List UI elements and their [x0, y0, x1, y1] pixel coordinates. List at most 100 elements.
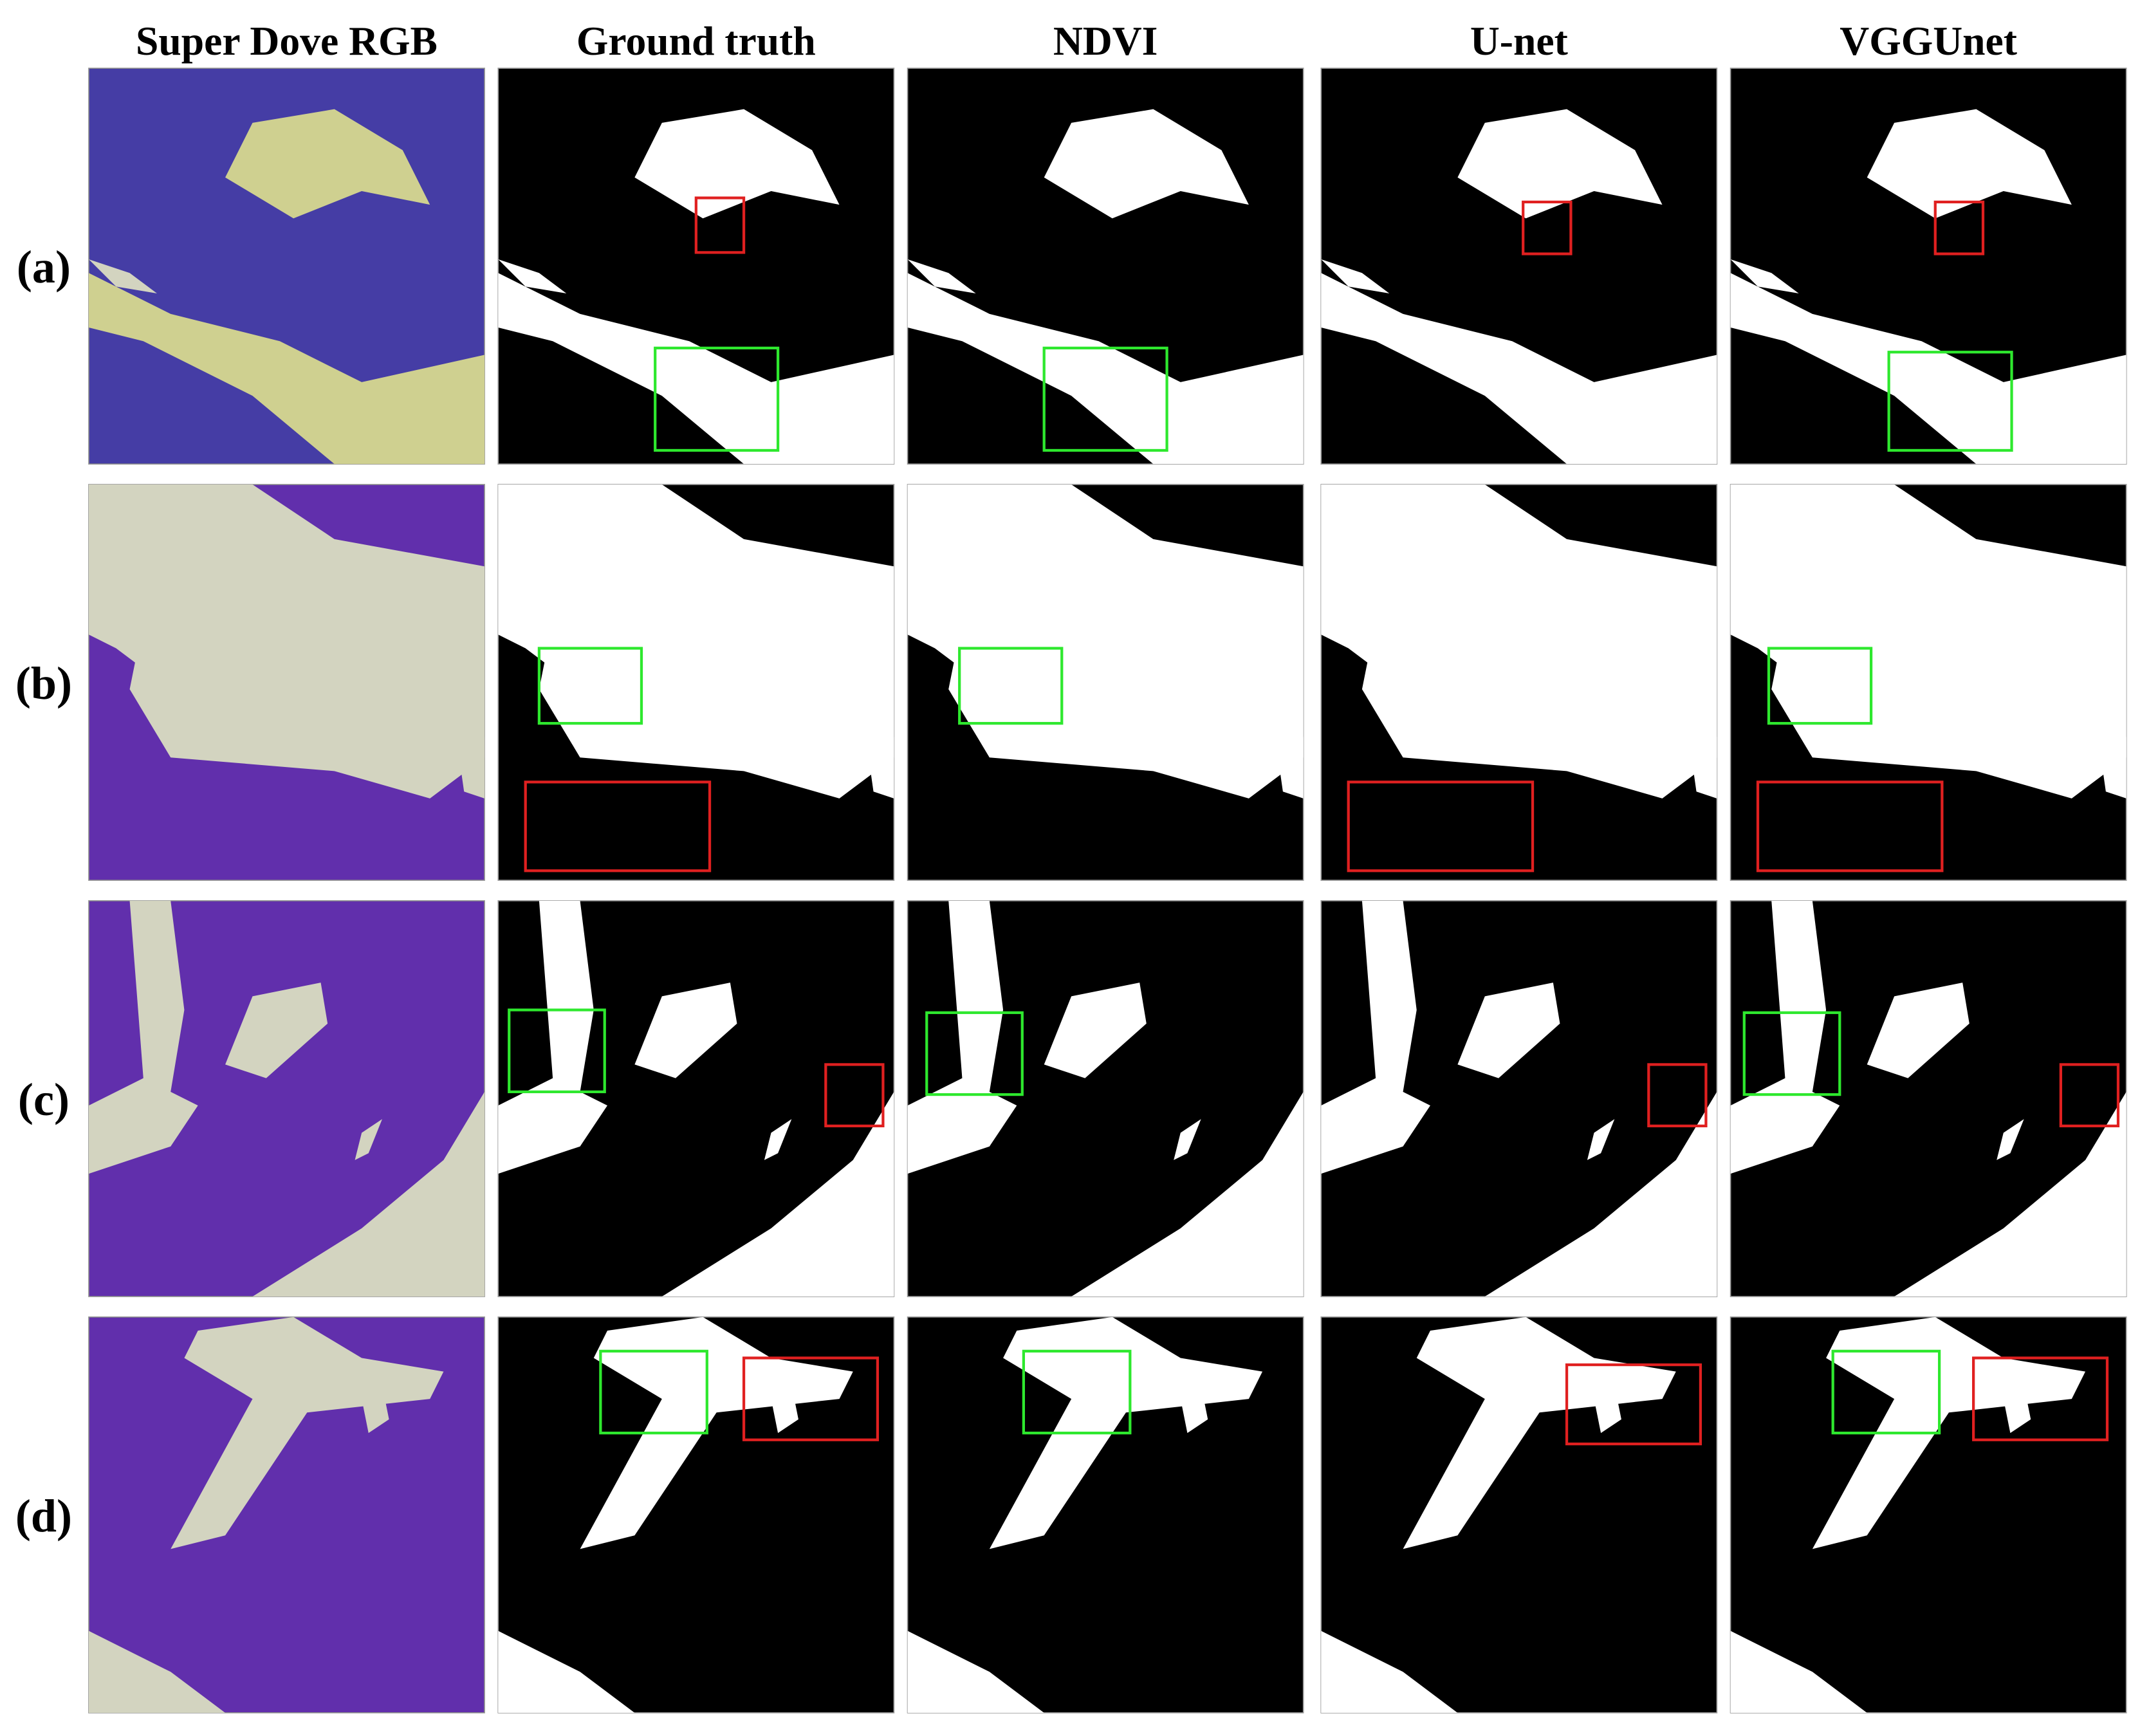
red-box: [2059, 1063, 2120, 1128]
green-box: [654, 346, 780, 452]
bright-region: [171, 1316, 444, 1549]
water-region: [907, 900, 1017, 1174]
bright-region: [88, 273, 485, 465]
panel: [1730, 484, 2127, 881]
water-region: [1321, 900, 1430, 1174]
panel: [497, 484, 895, 881]
water-region: [1276, 737, 1304, 799]
water-region: [580, 1316, 853, 1549]
water-region: [2003, 1385, 2031, 1434]
red-box: [742, 1356, 880, 1441]
water-region: [634, 109, 840, 219]
red-box: [1972, 1356, 2109, 1441]
water-region: [1403, 1316, 1676, 1549]
panel: [1320, 900, 1718, 1297]
red-box: [694, 196, 746, 254]
green-box: [537, 647, 643, 725]
water-region: [948, 621, 1181, 771]
bright-region: [88, 259, 158, 294]
panel: [907, 484, 1304, 881]
bright-region: [252, 1091, 485, 1297]
water-region: [907, 273, 1304, 465]
water-region: [539, 621, 771, 771]
water-region: [907, 259, 976, 294]
red-box: [1522, 200, 1573, 255]
green-box: [1767, 647, 1873, 725]
water-region: [1457, 983, 1560, 1078]
column-header: VGGUnet: [1840, 18, 2017, 64]
bright-region: [129, 621, 362, 771]
water-region: [1044, 983, 1147, 1078]
texture: [88, 900, 485, 1297]
panel: [1730, 1316, 2127, 1713]
water-region: [634, 983, 737, 1078]
green-box: [1831, 1349, 1941, 1435]
water-region: [1689, 737, 1717, 799]
green-box: [1022, 1349, 1132, 1435]
red-box: [824, 1063, 885, 1128]
water-region: [1180, 1385, 1208, 1434]
panel: [1730, 68, 2127, 465]
panel: [88, 1316, 485, 1713]
panel: [907, 1316, 1304, 1713]
red-box: [1933, 200, 1985, 255]
water-region: [661, 1091, 894, 1297]
water-region: [1044, 109, 1249, 219]
water-region: [1594, 1385, 1621, 1434]
water-region: [1361, 621, 1594, 771]
panel: [88, 900, 485, 1297]
water-region: [771, 1385, 798, 1434]
texture: [88, 68, 485, 465]
panel: [1320, 1316, 1718, 1713]
water-region: [1730, 1630, 1867, 1713]
green-box: [1887, 351, 2013, 452]
texture: [88, 484, 485, 881]
water-region: [498, 273, 894, 465]
water-region: [498, 259, 567, 294]
panel: [497, 68, 895, 465]
water-region: [1730, 900, 1840, 1174]
red-box: [1565, 1363, 1702, 1446]
texture: [88, 1316, 485, 1713]
bright-region: [88, 1630, 226, 1713]
green-box: [1042, 346, 1168, 452]
column-header: Ground truth: [577, 18, 816, 64]
row-label: (b): [15, 658, 72, 709]
water-region: [1867, 983, 1969, 1078]
panel: [907, 900, 1304, 1297]
panel: [1730, 900, 2127, 1297]
water-region: [1457, 109, 1663, 219]
water-region: [1730, 259, 1799, 294]
green-box: [508, 1008, 606, 1093]
red-box: [1347, 780, 1535, 873]
water-region: [764, 1119, 792, 1160]
green-box: [925, 1011, 1024, 1096]
water-region: [907, 1630, 1044, 1713]
water-region: [1174, 1119, 1201, 1160]
row-label: (c): [18, 1074, 69, 1125]
water-region: [498, 1630, 635, 1713]
panel: [497, 900, 895, 1297]
panel: [88, 68, 485, 465]
column-header: U-net: [1470, 18, 1568, 64]
bright-region: [355, 1119, 382, 1160]
panel: [497, 1316, 895, 1713]
water-region: [1321, 259, 1390, 294]
water-region: [1321, 1630, 1458, 1713]
water-region: [1867, 109, 2072, 219]
water-region: [498, 900, 607, 1174]
green-box: [599, 1349, 708, 1435]
bright-region: [225, 983, 328, 1078]
bright-region: [362, 1385, 389, 1434]
water-region: [1997, 1119, 2024, 1160]
water-region: [866, 737, 894, 799]
red-box: [1756, 780, 1944, 873]
green-box: [958, 647, 1064, 725]
water-region: [989, 1316, 1263, 1549]
panel: [1320, 68, 1718, 465]
water-region: [1812, 1316, 2086, 1549]
red-box: [1647, 1063, 1708, 1128]
water-region: [1587, 1119, 1615, 1160]
